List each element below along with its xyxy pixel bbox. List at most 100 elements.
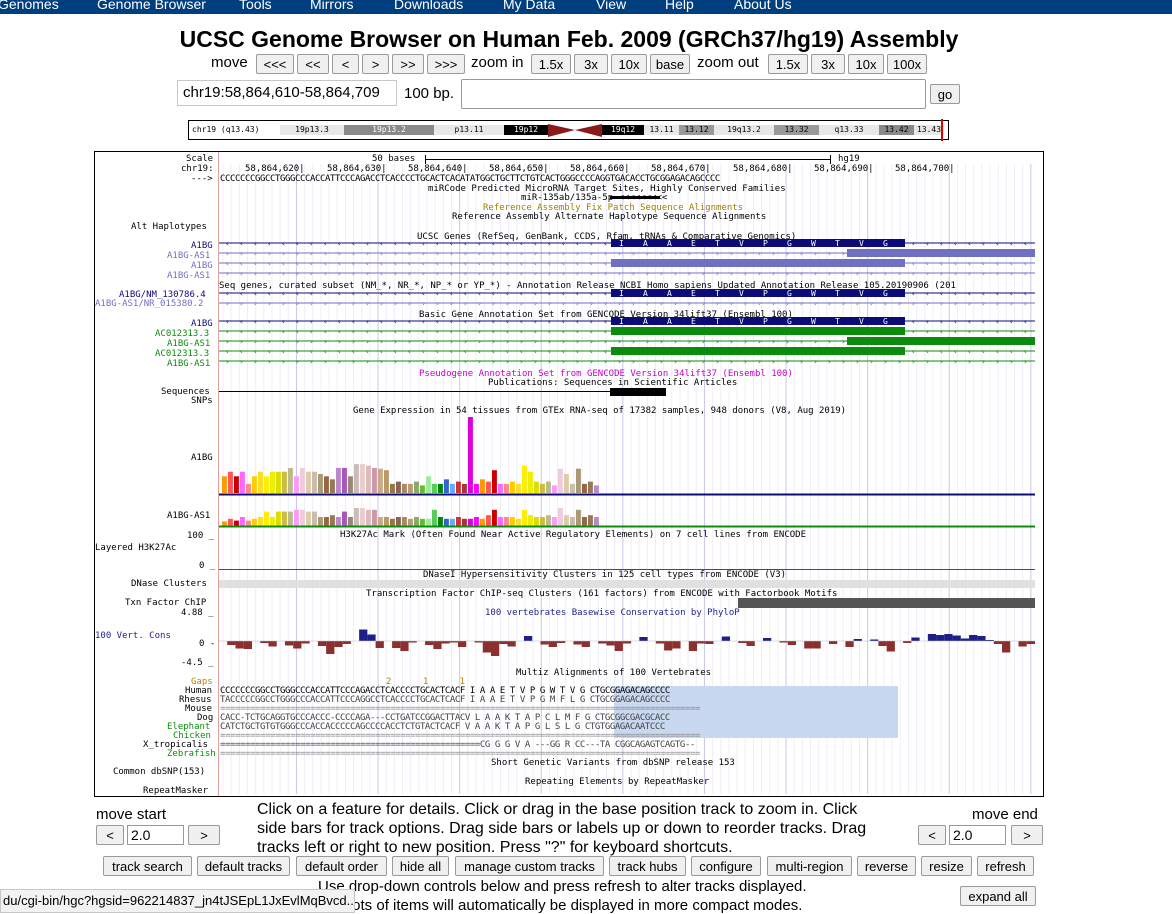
zoom-out-10x-button[interactable]: 10x: [848, 54, 884, 74]
refseq-label[interactable]: A1BG/NM_130786.4: [119, 290, 206, 300]
strand-chevron: ›: [645, 337, 650, 346]
chromosome-ideogram[interactable]: chr19 (q13.43) 19p13.3 19p13.2 p13.11 19…: [188, 119, 949, 141]
nav-about-us[interactable]: About Us: [734, 0, 792, 12]
track-search-button[interactable]: track search: [103, 856, 192, 876]
zoom-in-1-5x-button[interactable]: 1.5x: [531, 54, 571, 74]
configure-button[interactable]: configure: [691, 856, 761, 876]
move-left-button[interactable]: <: [332, 54, 359, 74]
cons-bar-neg: [886, 641, 895, 652]
zoom-in-10x-button[interactable]: 10x: [611, 54, 647, 74]
refseq-gene-models[interactable]: ‹‹‹‹‹‹‹‹‹‹‹‹‹‹‹‹‹‹‹‹‹‹‹‹‹‹‹‹‹‹‹‹‹‹‹‹‹‹‹‹…: [219, 288, 1039, 310]
track-image-panel[interactable]: Scale chr19: ---> 50 bases hg19 58,864,6…: [94, 151, 1044, 797]
move-start-input[interactable]: 2.0: [127, 825, 184, 845]
centromere: [548, 124, 602, 137]
strand-chevron: ›: [491, 249, 496, 258]
strand-chevron: ‹: [463, 317, 468, 326]
refseq-label[interactable]: A1BG-AS1/NR_015380.2: [95, 299, 204, 309]
zoom-out-1-5x-button[interactable]: 1.5x: [768, 54, 808, 74]
strand-chevron: ‹: [365, 289, 370, 298]
strand-chevron: ›: [617, 249, 622, 258]
strand-chevron: ‹: [281, 317, 286, 326]
move-right-mid-button[interactable]: >>: [392, 54, 424, 74]
strand-chevron: ›: [995, 357, 1000, 366]
move-left-mid-button[interactable]: <<: [297, 54, 329, 74]
tfbs-cluster[interactable]: [738, 598, 1035, 608]
move-end-input[interactable]: 2.0: [949, 825, 1006, 845]
zoom-out-3x-button[interactable]: 3x: [811, 54, 845, 74]
strand-chevron: ‹: [435, 317, 440, 326]
move-left-far-button[interactable]: <<<: [256, 54, 294, 74]
track-hubs-button[interactable]: track hubs: [609, 856, 686, 876]
multi-region-button[interactable]: multi-region: [767, 856, 852, 876]
nav-my-data[interactable]: My Data: [503, 0, 556, 12]
gencode-label[interactable]: A1BG-AS1: [167, 359, 211, 369]
refresh-button[interactable]: refresh: [977, 856, 1034, 876]
zoom-in-base-button[interactable]: base: [650, 54, 690, 74]
zoom-out-100x-button[interactable]: 100x: [887, 54, 927, 74]
conservation-chart[interactable]: [219, 617, 1035, 669]
move-right-far-button[interactable]: >>>: [427, 54, 465, 74]
strand-chevron: ‹: [925, 327, 930, 336]
gtex-bar-a1bg-as1: [474, 517, 479, 526]
nav-mirrors[interactable]: Mirrors: [310, 0, 354, 12]
nav-downloads[interactable]: Downloads: [394, 0, 464, 12]
hide-all-button[interactable]: hide all: [392, 856, 449, 876]
gtex-expression-chart[interactable]: [219, 416, 1035, 528]
nav-tools[interactable]: Tools: [239, 0, 272, 12]
nav-genome-browser[interactable]: Genome Browser: [97, 0, 206, 12]
strand-chevron: ‹: [533, 347, 538, 356]
label-divider: [218, 152, 219, 796]
cons-bar-neg: [1026, 641, 1035, 644]
gtex-bar-a1bg: [408, 483, 413, 493]
amino-acid: T: [835, 289, 840, 298]
move-end-right-button[interactable]: >: [1011, 825, 1043, 845]
gencode-label[interactable]: A1BG-AS1: [167, 339, 211, 349]
strand-chevron: ‹: [379, 259, 384, 268]
nav-view[interactable]: View: [596, 0, 627, 12]
gtex-bar-a1bg-as1: [528, 515, 533, 526]
position-display[interactable]: chr19:58,864,610-58,864,709: [177, 80, 397, 106]
resize-button[interactable]: resize: [921, 856, 972, 876]
gtex-bar-a1bg-as1: [318, 517, 323, 526]
reverse-button[interactable]: reverse: [857, 856, 916, 876]
strand-chevron: ›: [827, 269, 832, 278]
move-start-left-button[interactable]: <: [96, 825, 124, 845]
strand-chevron: ›: [463, 269, 468, 278]
default-order-button[interactable]: default order: [296, 856, 387, 876]
strand-chevron: ›: [561, 299, 566, 308]
expand-all-button[interactable]: expand all: [960, 886, 1036, 906]
gencode-label[interactable]: A1BG: [191, 319, 213, 329]
nav-help[interactable]: Help: [665, 0, 694, 12]
dnase-cluster[interactable]: [219, 580, 1035, 588]
exon: [611, 289, 905, 297]
ucsc-gene-models[interactable]: ‹ ‹ ‹ ‹ ‹ ‹ ‹ ‹ ‹ ‹ ‹ ‹ ‹ ‹ ‹ ‹ ‹ ‹ ‹ ‹ ‹ ‹ ‹ ‹ ‹ ‹ ‹ ‹ ‹ ‹ ‹ ‹ ‹ ‹ ‹ ‹ ‹ ‹ ‹ ‹…: [219, 238, 1039, 283]
search-input[interactable]: [461, 79, 926, 109]
strand-chevron: ‹: [491, 259, 496, 268]
strand-chevron: ›: [449, 249, 454, 258]
gencode-label[interactable]: AC012313.3: [155, 349, 210, 359]
publication-block[interactable]: [610, 388, 666, 396]
gencode-label[interactable]: AC012313.3: [155, 329, 210, 339]
strand-chevron: ‹: [421, 239, 426, 248]
gene-label[interactable]: A1BG: [191, 241, 213, 251]
gene-label[interactable]: A1BG: [191, 261, 213, 271]
move-right-button[interactable]: >: [362, 54, 389, 74]
nav-genomes[interactable]: Genomes: [0, 0, 59, 12]
default-tracks-button[interactable]: default tracks: [197, 856, 290, 876]
strand-chevron: ›: [575, 249, 580, 258]
strand-chevron: ‹: [351, 327, 356, 336]
gene-label[interactable]: A1BG-AS1: [167, 271, 211, 281]
dbsnp-label: Common dbSNP(153): [113, 767, 206, 777]
move-end-left-button[interactable]: <: [918, 825, 946, 845]
go-button[interactable]: go: [930, 84, 960, 104]
move-start-right-button[interactable]: >: [188, 825, 220, 845]
strand-chevron: ‹: [309, 327, 314, 336]
manage-custom-tracks-button[interactable]: manage custom tracks: [455, 856, 604, 876]
gene-label[interactable]: A1BG-AS1: [167, 251, 211, 261]
cons-bar-pos: [639, 637, 648, 641]
gencode-gene-models[interactable]: ‹‹‹‹‹‹‹‹‹‹‹‹‹‹‹‹‹‹‹‹‹‹‹‹‹‹‹‹‹‹‹‹‹‹‹‹‹‹‹‹…: [219, 316, 1039, 370]
strand-chevron: ‹: [379, 239, 384, 248]
strand-chevron: ›: [855, 269, 860, 278]
zoom-in-3x-button[interactable]: 3x: [574, 54, 608, 74]
strand-chevron: ›: [799, 357, 804, 366]
